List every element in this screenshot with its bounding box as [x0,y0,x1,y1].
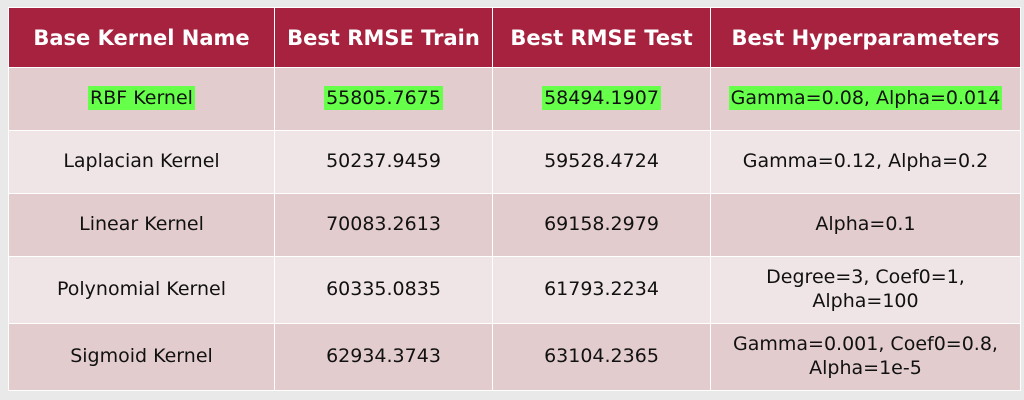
cell-kernel-name: Laplacian Kernel [8,130,275,194]
highlight-marker: RBF Kernel [88,86,195,111]
table-row-linear: Linear Kernel 70083.2613 69158.2979 Alph… [8,193,1021,257]
cell-rmse-test: 63104.2365 [492,323,711,391]
cell-rmse-test: 59528.4724 [492,130,711,194]
cell-hyperparameters: Gamma=0.001, Coef0=0.8, Alpha=1e-5 [710,323,1021,391]
header-kernel-name: Base Kernel Name [8,7,275,68]
table-row-sigmoid: Sigmoid Kernel 62934.3743 63104.2365 Gam… [8,323,1021,391]
header-row: Base Kernel Name Best RMSE Train Best RM… [8,7,1021,68]
cell-kernel-name: RBF Kernel [8,67,275,131]
hyperparameters-line-1: Degree=3, Coef0=1, [766,266,965,289]
cell-kernel-name: Polynomial Kernel [8,256,275,324]
cell-rmse-train: 62934.3743 [274,323,493,391]
cell-rmse-train: 50237.9459 [274,130,493,194]
highlight-marker: 58494.1907 [542,86,661,111]
cell-rmse-train: 70083.2613 [274,193,493,257]
header-hyperparameters: Best Hyperparameters [710,7,1021,68]
header-rmse-test: Best RMSE Test [492,7,711,68]
cell-hyperparameters: Degree=3, Coef0=1, Alpha=100 [710,256,1021,324]
table-row-polynomial: Polynomial Kernel 60335.0835 61793.2234 … [8,256,1021,324]
highlight-marker: Gamma=0.08, Alpha=0.014 [728,86,1003,111]
hyperparameters-line-2: Alpha=100 [812,290,919,312]
cell-kernel-name: Sigmoid Kernel [8,323,275,391]
highlight-marker: 55805.7675 [324,86,443,111]
hyperparameters-line-2: Alpha=1e-5 [809,357,922,379]
table-row-laplacian: Laplacian Kernel 50237.9459 59528.4724 G… [8,130,1021,194]
cell-hyperparameters: Gamma=0.12, Alpha=0.2 [710,130,1021,194]
table-row-rbf: RBF Kernel 55805.7675 58494.1907 Gamma=0… [8,67,1021,131]
hyperparameters-line-1: Gamma=0.001, Coef0=0.8, [733,333,998,356]
cell-kernel-name: Linear Kernel [8,193,275,257]
cell-rmse-test: 61793.2234 [492,256,711,324]
cell-hyperparameters: Alpha=0.1 [710,193,1021,257]
cell-rmse-test: 58494.1907 [492,67,711,131]
cell-rmse-test: 69158.2979 [492,193,711,257]
header-rmse-train: Best RMSE Train [274,7,493,68]
kernel-results-table: Base Kernel Name Best RMSE Train Best RM… [8,7,1021,391]
cell-rmse-train: 60335.0835 [274,256,493,324]
cell-rmse-train: 55805.7675 [274,67,493,131]
cell-hyperparameters: Gamma=0.08, Alpha=0.014 [710,67,1021,131]
